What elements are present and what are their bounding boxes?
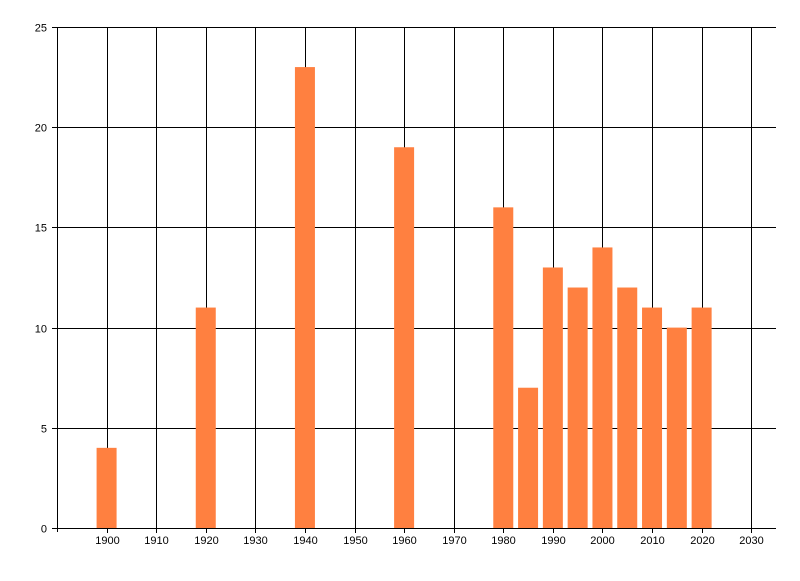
x-tick-label-1930: 1930 (243, 535, 267, 547)
bar-1995 (567, 287, 588, 528)
bar-1985 (518, 387, 539, 528)
x-tick-label-2010: 2010 (640, 535, 664, 547)
bar-1980 (493, 207, 514, 529)
y-tick-label-15: 15 (35, 223, 47, 235)
x-tick-label-1990: 1990 (541, 535, 565, 547)
x-tick-label-1970: 1970 (442, 535, 466, 547)
y-tick-label-5: 5 (41, 424, 47, 436)
bar-1900 (96, 447, 117, 528)
x-tick-label-1940: 1940 (293, 535, 317, 547)
grid-lines (57, 27, 776, 529)
bar-2000 (592, 247, 613, 528)
tick-labels: 1900 1910 1920 1930 1940 1950 1960 1970 1980 1990… (35, 23, 764, 548)
x-tick-label-1910: 1910 (144, 535, 168, 547)
bar-2005 (617, 287, 638, 528)
bar-1960 (394, 147, 415, 529)
bar-2015 (666, 327, 687, 528)
x-tick-label-1960: 1960 (392, 535, 416, 547)
y-tick-label-25: 25 (35, 23, 47, 35)
y-tick-label-0: 0 (41, 524, 47, 536)
x-tick-label-1920: 1920 (194, 535, 218, 547)
y-tick-label-20: 20 (35, 123, 47, 135)
y-tick-label-10: 10 (35, 324, 47, 336)
axes (52, 27, 776, 533)
x-tick-label-1900: 1900 (95, 535, 119, 547)
x-tick-label-2000: 2000 (590, 535, 614, 547)
bar-1940 (294, 67, 315, 528)
bar-2010 (642, 307, 663, 528)
x-tick-label-1980: 1980 (491, 535, 515, 547)
x-tick-label-2030: 2030 (739, 535, 763, 547)
x-tick-label-2020: 2020 (690, 535, 714, 547)
bars (96, 67, 712, 529)
bar-1990 (542, 267, 563, 528)
x-tick-label-1950: 1950 (343, 535, 367, 547)
bar-1920 (195, 307, 216, 528)
bar-2020 (691, 307, 712, 528)
